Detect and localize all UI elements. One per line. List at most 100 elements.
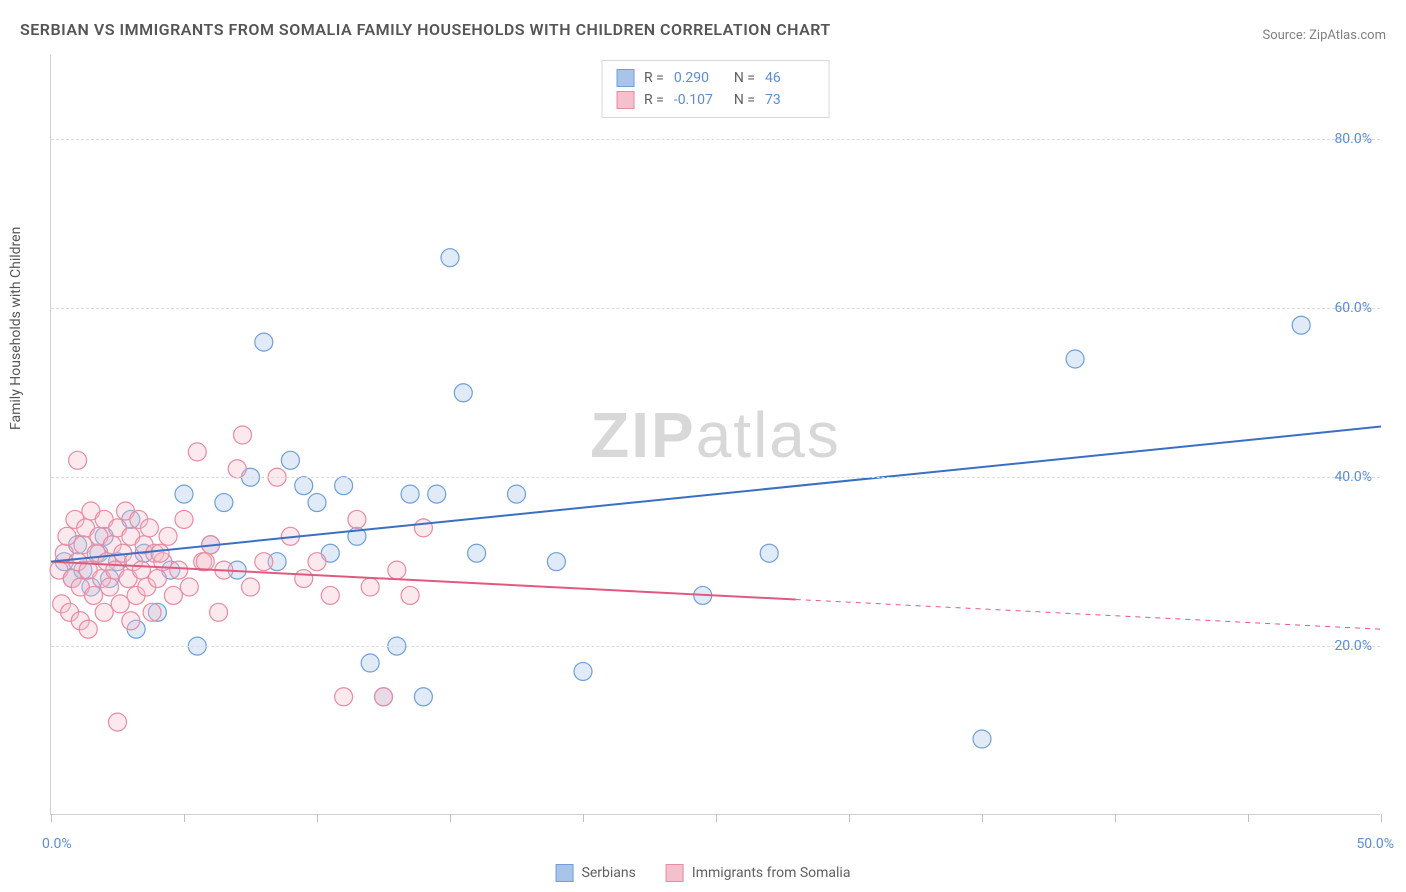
data-point	[170, 561, 188, 579]
gridline-horizontal	[51, 308, 1380, 309]
legend-item-serbians: Serbians	[556, 864, 636, 882]
data-point	[58, 527, 76, 545]
stats-r-label: R =	[644, 70, 664, 86]
data-point	[175, 510, 193, 528]
data-point	[454, 384, 472, 402]
data-point	[1292, 316, 1310, 334]
gridline-horizontal	[51, 646, 1380, 647]
data-point	[122, 612, 140, 630]
legend-item-somalia: Immigrants from Somalia	[666, 864, 851, 882]
stats-swatch	[616, 69, 634, 87]
x-tick-mark	[1381, 814, 1382, 822]
data-point	[111, 595, 129, 613]
x-tick-mark	[317, 814, 318, 822]
data-point	[1066, 350, 1084, 368]
data-point	[188, 443, 206, 461]
stats-r-value: 0.290	[674, 70, 724, 86]
data-point	[414, 519, 432, 537]
scatter-plot-svg	[51, 55, 1380, 814]
data-point	[547, 553, 565, 571]
trend-line-solid	[51, 427, 1381, 562]
gridline-horizontal	[51, 139, 1380, 140]
data-point	[295, 477, 313, 495]
data-point	[308, 553, 326, 571]
stats-n-label: N =	[734, 92, 755, 108]
data-point	[164, 586, 182, 604]
stats-row: R = -0.107 N = 73	[616, 89, 815, 111]
stats-n-value: 73	[765, 92, 815, 108]
x-tick-mark	[849, 814, 850, 822]
data-point	[69, 451, 87, 469]
data-point	[335, 477, 353, 495]
data-point	[348, 510, 366, 528]
data-point	[308, 494, 326, 512]
data-point	[228, 460, 246, 478]
stats-n-label: N =	[734, 70, 755, 86]
stats-row: R =0.290N =46	[616, 67, 815, 89]
data-point	[140, 519, 158, 537]
trend-line-dashed	[796, 599, 1381, 629]
data-point	[109, 713, 127, 731]
gridline-horizontal	[51, 477, 1380, 478]
data-point	[242, 578, 260, 596]
series-legend: Serbians Immigrants from Somalia	[556, 864, 851, 882]
legend-label-somalia: Immigrants from Somalia	[692, 865, 851, 881]
data-point	[151, 544, 169, 562]
data-point	[361, 654, 379, 672]
x-axis-max-label: 50.0%	[1356, 836, 1394, 852]
data-point	[401, 586, 419, 604]
data-point	[215, 494, 233, 512]
data-point	[255, 333, 273, 351]
stats-r-label: R =	[644, 92, 664, 108]
data-point	[234, 426, 252, 444]
stats-swatch	[616, 91, 634, 109]
legend-swatch-serbians	[556, 864, 574, 882]
x-tick-mark	[1115, 814, 1116, 822]
data-point	[85, 586, 103, 604]
x-tick-mark	[184, 814, 185, 822]
chart-plot-area: ZIPatlas R =0.290N =46R =-0.107N =73 20.…	[50, 55, 1380, 815]
legend-label-serbians: Serbians	[582, 865, 636, 881]
data-point	[143, 603, 161, 621]
x-tick-mark	[716, 814, 717, 822]
y-axis-label: Family Households with Children	[8, 227, 24, 430]
data-point	[760, 544, 778, 562]
data-point	[175, 485, 193, 503]
data-point	[255, 553, 273, 571]
y-tick-label: 60.0%	[1334, 300, 1372, 316]
y-tick-label: 80.0%	[1334, 131, 1372, 147]
data-point	[180, 578, 198, 596]
source-attribution: Source: ZipAtlas.com	[1262, 28, 1386, 43]
x-tick-mark	[583, 814, 584, 822]
data-point	[428, 485, 446, 503]
x-tick-mark	[450, 814, 451, 822]
correlation-stats-box: R =0.290N =46R =-0.107N =73	[601, 60, 830, 118]
data-point	[210, 603, 228, 621]
data-point	[295, 570, 313, 588]
x-axis-min-label: 0.0%	[42, 836, 72, 852]
data-point	[335, 688, 353, 706]
data-point	[361, 578, 379, 596]
data-point	[79, 620, 97, 638]
chart-title: SERBIAN VS IMMIGRANTS FROM SOMALIA FAMIL…	[20, 20, 831, 39]
data-point	[321, 586, 339, 604]
data-point	[375, 688, 393, 706]
data-point	[95, 603, 113, 621]
stats-r-value: -0.107	[674, 92, 724, 108]
data-point	[159, 527, 177, 545]
y-tick-label: 40.0%	[1334, 469, 1372, 485]
y-tick-label: 20.0%	[1334, 638, 1372, 654]
legend-swatch-somalia	[666, 864, 684, 882]
data-point	[414, 688, 432, 706]
data-point	[508, 485, 526, 503]
x-tick-mark	[51, 814, 52, 822]
data-point	[148, 570, 166, 588]
data-point	[468, 544, 486, 562]
data-point	[101, 578, 119, 596]
data-point	[441, 249, 459, 267]
data-point	[388, 561, 406, 579]
data-point	[281, 451, 299, 469]
data-point	[401, 485, 419, 503]
x-tick-mark	[1248, 814, 1249, 822]
data-point	[132, 561, 150, 579]
